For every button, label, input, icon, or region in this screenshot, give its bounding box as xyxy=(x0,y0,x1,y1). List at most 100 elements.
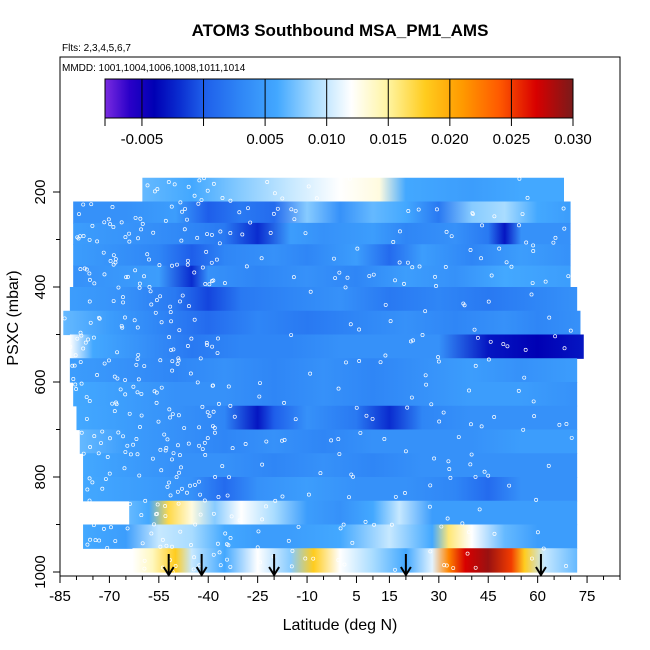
sample-point xyxy=(553,334,558,339)
sample-point xyxy=(243,442,248,446)
sample-point xyxy=(134,362,139,367)
sample-point xyxy=(87,399,92,403)
sample-point xyxy=(350,540,355,545)
sample-point xyxy=(205,232,210,237)
sample-point xyxy=(524,240,529,245)
colorbar-gradient xyxy=(104,78,574,119)
sample-point xyxy=(486,299,491,304)
sample-point xyxy=(227,475,231,480)
sample-point xyxy=(77,212,81,217)
sample-point xyxy=(155,502,160,507)
sample-point xyxy=(562,346,567,351)
sample-point xyxy=(428,549,433,554)
sample-point xyxy=(132,318,137,323)
sample-point xyxy=(246,206,250,211)
sample-point xyxy=(137,473,142,478)
sample-point xyxy=(372,522,377,527)
sample-point xyxy=(139,413,144,418)
sample-point xyxy=(156,419,161,424)
sample-point xyxy=(569,435,574,440)
sample-point xyxy=(306,492,311,497)
sample-point xyxy=(127,239,132,244)
sample-point xyxy=(87,498,92,503)
sample-point xyxy=(475,335,480,340)
sample-point xyxy=(73,382,78,387)
sample-point xyxy=(167,407,172,412)
sample-point xyxy=(428,483,433,488)
sample-point xyxy=(186,258,190,263)
sample-point xyxy=(143,498,148,503)
sample-point xyxy=(436,359,441,364)
sample-point xyxy=(345,275,350,280)
sample-point xyxy=(111,253,116,258)
sample-point xyxy=(142,364,147,368)
sample-point xyxy=(416,207,421,212)
sample-point xyxy=(477,507,482,512)
sample-point xyxy=(492,531,497,536)
sample-point xyxy=(557,422,562,427)
sample-point xyxy=(187,304,191,309)
sample-point xyxy=(264,439,269,444)
sample-point xyxy=(136,352,141,357)
dates-subtitle: MMDD: 1001,1004,1006,1008,1011,1014 xyxy=(62,63,246,74)
sample-point xyxy=(209,232,214,237)
sample-point xyxy=(180,293,185,298)
sample-point xyxy=(82,266,87,271)
sample-point xyxy=(123,450,128,454)
sample-point xyxy=(148,289,153,294)
x-tick-label: -40 xyxy=(197,588,219,605)
sample-point xyxy=(91,523,96,528)
sample-point xyxy=(196,201,201,206)
sample-point xyxy=(198,356,203,361)
sample-point xyxy=(139,391,144,396)
sample-point xyxy=(406,209,411,213)
sample-point xyxy=(197,479,201,484)
sample-point xyxy=(449,234,454,239)
sample-point xyxy=(100,486,105,491)
heatmap-layer xyxy=(73,382,578,407)
heatmap-layer xyxy=(76,405,578,431)
sample-point xyxy=(434,284,438,288)
sample-point xyxy=(355,246,360,251)
sample-point xyxy=(81,202,86,207)
sample-point xyxy=(163,218,168,223)
sample-point xyxy=(363,519,368,524)
sample-point xyxy=(123,315,127,320)
sample-point xyxy=(137,285,142,290)
sample-point xyxy=(164,543,169,548)
y-tick-label: 400 xyxy=(32,274,49,299)
sample-point xyxy=(337,452,342,456)
sample-point xyxy=(179,465,183,470)
sample-point xyxy=(237,210,242,215)
sample-point xyxy=(173,564,178,568)
sample-point xyxy=(237,518,242,523)
sample-point xyxy=(216,401,221,406)
heatmap-layer xyxy=(69,287,578,312)
sample-point xyxy=(211,181,216,186)
sample-point xyxy=(403,449,408,454)
sample-point xyxy=(447,467,452,472)
sample-point xyxy=(215,541,220,546)
sample-point xyxy=(259,256,264,261)
sample-point xyxy=(155,187,160,192)
sample-point xyxy=(111,299,116,303)
sample-point xyxy=(382,437,387,441)
sample-point xyxy=(405,405,410,410)
sample-point xyxy=(409,395,414,400)
sample-point xyxy=(192,193,197,198)
sample-point xyxy=(177,328,182,333)
sample-point xyxy=(101,250,106,255)
sample-point xyxy=(198,512,203,517)
sample-point xyxy=(154,298,159,303)
sample-point xyxy=(107,358,111,363)
sample-point xyxy=(171,347,176,352)
sample-point xyxy=(460,521,465,526)
sample-point xyxy=(432,456,437,461)
sample-point xyxy=(473,363,478,368)
sample-point xyxy=(220,464,225,469)
sample-point xyxy=(470,211,475,215)
sample-point xyxy=(158,294,163,299)
sample-point xyxy=(468,248,473,252)
sample-point xyxy=(78,267,83,272)
heatmap-layer xyxy=(83,453,578,478)
